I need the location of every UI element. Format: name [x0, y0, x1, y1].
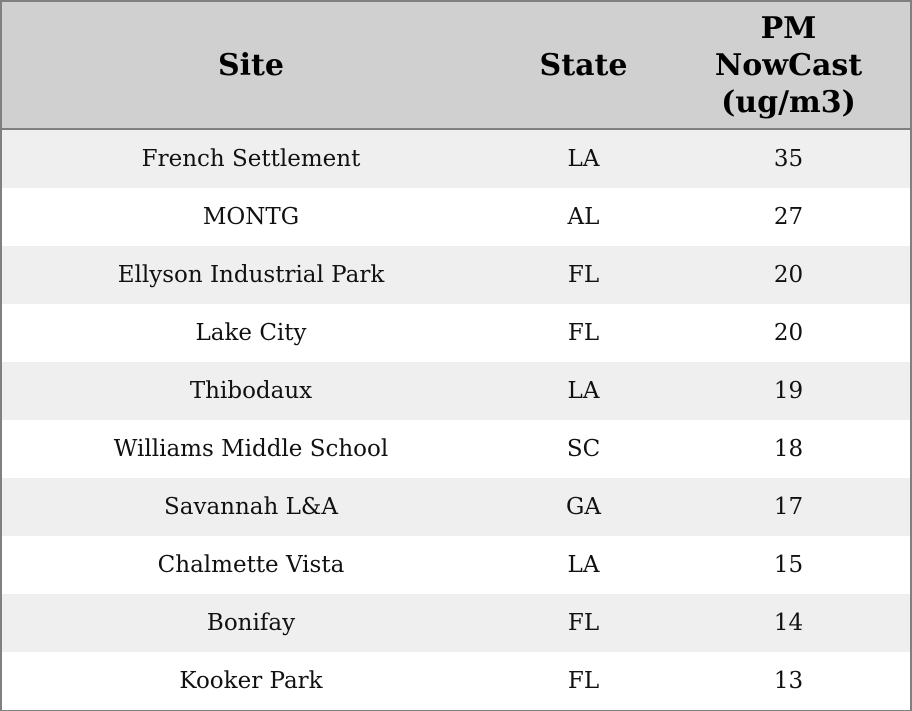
table-row: Ellyson Industrial Park FL 20: [2, 246, 910, 304]
table-cell: Lake City: [2, 304, 500, 362]
table-cell: LA: [500, 129, 667, 188]
table-cell: 20: [667, 304, 910, 362]
header-cell: State: [500, 2, 667, 130]
table-row: French Settlement LA 35: [2, 129, 910, 188]
table-cell: FL: [500, 246, 667, 304]
table-row: Thibodaux LA 19: [2, 362, 910, 420]
table-cell: 13: [667, 652, 910, 710]
table-cell: AL: [500, 188, 667, 246]
header-cell: PM NowCast (ug/m3): [667, 2, 910, 130]
table-cell: 18: [667, 420, 910, 478]
table-cell: 14: [667, 594, 910, 652]
header-cell: Site: [2, 2, 500, 130]
table-row: Savannah L&A GA 17: [2, 478, 910, 536]
table-row: Williams Middle School SC 18: [2, 420, 910, 478]
table-row: Kooker Park FL 13: [2, 652, 910, 710]
table-cell: 17: [667, 478, 910, 536]
table-row: Chalmette Vista LA 15: [2, 536, 910, 594]
table-cell: GA: [500, 478, 667, 536]
table-cell: 27: [667, 188, 910, 246]
header-text: Site: [217, 47, 284, 83]
table-cell: 19: [667, 362, 910, 420]
table-cell: LA: [500, 536, 667, 594]
table-cell: MONTG: [2, 188, 500, 246]
table-cell: SC: [500, 420, 667, 478]
header-text: State: [539, 47, 628, 83]
table-cell: FL: [500, 652, 667, 710]
table-cell: 35: [667, 129, 910, 188]
table-cell: Bonifay: [2, 594, 500, 652]
table-cell: FL: [500, 304, 667, 362]
table-cell: Kooker Park: [2, 652, 500, 710]
header-text: PM NowCast (ug/m3): [714, 10, 863, 120]
table-cell: Ellyson Industrial Park: [2, 246, 500, 304]
table-cell: Thibodaux: [2, 362, 500, 420]
table-cell: French Settlement: [2, 129, 500, 188]
table-cell: Chalmette Vista: [2, 536, 500, 594]
table-cell: FL: [500, 594, 667, 652]
table-row: MONTG AL 27: [2, 188, 910, 246]
table-cell: 20: [667, 246, 910, 304]
table-cell: LA: [500, 362, 667, 420]
table-row: Lake City FL 20: [2, 304, 910, 362]
table-cell: Savannah L&A: [2, 478, 500, 536]
table-cell: Williams Middle School: [2, 420, 500, 478]
table-row: Bonifay FL 14: [2, 594, 910, 652]
table-cell: 15: [667, 536, 910, 594]
header-row: Site State PM NowCast (ug/m3): [2, 2, 910, 130]
